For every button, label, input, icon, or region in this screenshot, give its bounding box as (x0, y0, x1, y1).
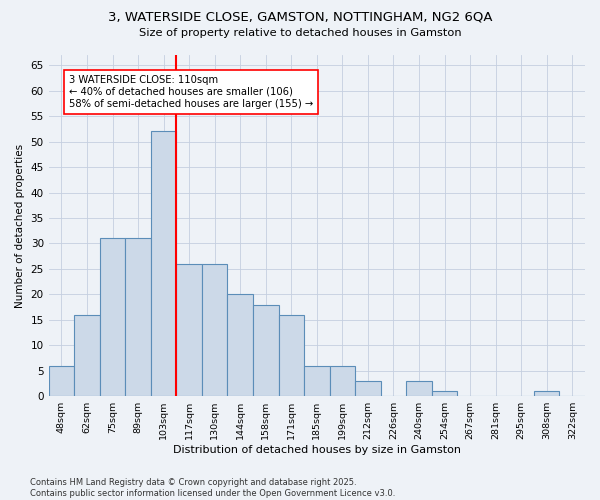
Bar (202, 264, 227, 396)
Bar (278, 314, 304, 396)
Bar (100, 238, 125, 396)
Bar (534, 391, 559, 396)
Bar (151, 132, 176, 396)
Text: 3, WATERSIDE CLOSE, GAMSTON, NOTTINGHAM, NG2 6QA: 3, WATERSIDE CLOSE, GAMSTON, NOTTINGHAM,… (108, 10, 492, 23)
X-axis label: Distribution of detached houses by size in Gamston: Distribution of detached houses by size … (173, 445, 461, 455)
Bar (227, 294, 253, 396)
Text: Size of property relative to detached houses in Gamston: Size of property relative to detached ho… (139, 28, 461, 38)
Text: 3 WATERSIDE CLOSE: 110sqm
← 40% of detached houses are smaller (106)
58% of semi: 3 WATERSIDE CLOSE: 110sqm ← 40% of detac… (69, 76, 313, 108)
Bar (74, 314, 100, 396)
Bar (125, 238, 151, 396)
Bar (253, 304, 278, 396)
Bar (329, 366, 355, 396)
Bar (304, 366, 329, 396)
Text: Contains HM Land Registry data © Crown copyright and database right 2025.
Contai: Contains HM Land Registry data © Crown c… (30, 478, 395, 498)
Bar (176, 264, 202, 396)
Bar (406, 381, 432, 396)
Bar (432, 391, 457, 396)
Y-axis label: Number of detached properties: Number of detached properties (15, 144, 25, 308)
Bar (355, 381, 380, 396)
Bar (49, 366, 74, 396)
